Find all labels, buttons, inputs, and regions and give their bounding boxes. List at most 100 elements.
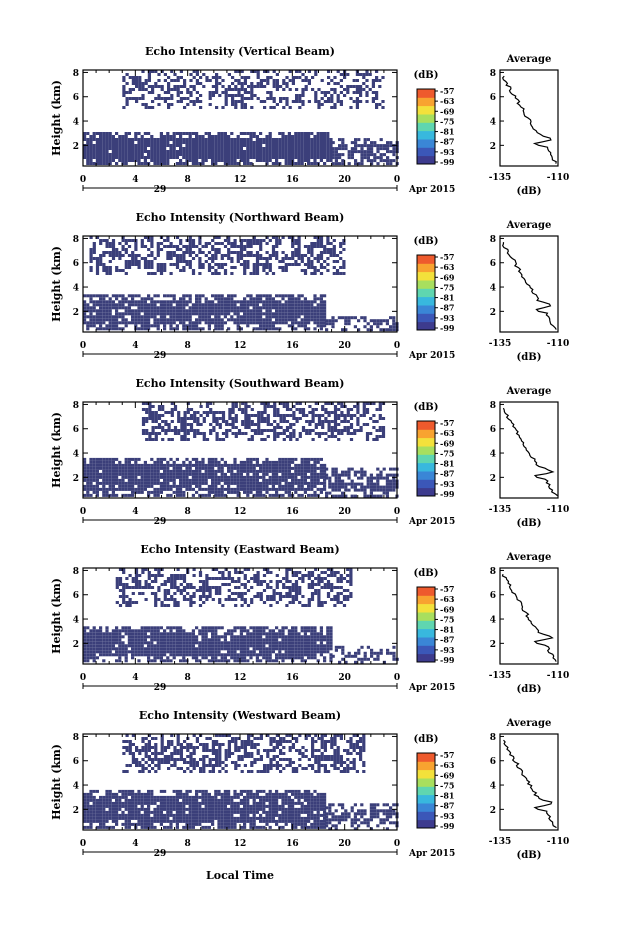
echo-cell [249, 254, 253, 257]
echo-cell [347, 488, 351, 492]
echo-cell [207, 659, 211, 663]
echo-cell [167, 438, 171, 441]
echo-cell [289, 414, 293, 417]
echo-cell [102, 457, 106, 461]
echo-cell [347, 322, 351, 326]
echo-cell [298, 100, 302, 103]
echo-cell [375, 435, 379, 438]
echo-cell [141, 402, 146, 405]
echo-cell [317, 414, 322, 417]
echo-cell [118, 659, 122, 663]
echo-cell [291, 318, 295, 322]
echo-cell [363, 473, 367, 477]
echo-cell [147, 478, 151, 482]
echo-cell [252, 635, 256, 639]
echo-cell [263, 411, 267, 414]
echo-cell [175, 156, 179, 159]
echo-cell [381, 426, 386, 429]
echo-cell [300, 324, 304, 328]
echo-cell [259, 100, 263, 103]
echo-cell [327, 414, 331, 417]
echo-cell [252, 493, 256, 497]
echo-cell [209, 402, 213, 405]
echo-cell [179, 257, 183, 260]
echo-cell [243, 297, 247, 301]
echo-cell [170, 88, 174, 91]
echo-cell [333, 420, 338, 423]
echo-cell [198, 303, 202, 307]
echo-cell [381, 435, 386, 438]
echo-cell [323, 481, 327, 485]
echo-cell [237, 94, 241, 97]
echo-cell [121, 484, 125, 488]
colorbar-tick-label: -93 [440, 147, 455, 157]
echo-cell [320, 103, 324, 106]
echo-cell [243, 153, 247, 156]
echo-cell [269, 91, 273, 94]
echo-cell [121, 144, 125, 147]
echo-cell [262, 327, 266, 331]
echo-cell [137, 463, 141, 467]
echo-cell [297, 303, 301, 307]
echo-cell [297, 254, 301, 257]
echo-cell [217, 321, 221, 325]
echo-cell [105, 303, 109, 307]
echo-cell [217, 475, 221, 479]
echo-cell [308, 429, 312, 432]
echo-cell [262, 653, 266, 657]
echo-cell [233, 300, 237, 304]
echo-cell [234, 417, 238, 420]
echo-cell [341, 479, 345, 483]
echo-cell [243, 309, 247, 313]
echo-cell [333, 82, 337, 85]
echo-cell [83, 635, 87, 639]
echo-cell [175, 472, 179, 476]
echo-cell [173, 432, 178, 435]
echo-cell [246, 315, 250, 319]
echo-cell [337, 429, 341, 432]
echo-cell [156, 656, 160, 660]
echo-cell [243, 138, 247, 141]
echo-cell [365, 423, 370, 426]
echo-cell [223, 475, 227, 479]
echo-cell [191, 327, 195, 331]
echo-cell [191, 269, 196, 272]
echo-cell [369, 473, 373, 477]
echo-cell [281, 457, 285, 461]
echo-cell [131, 457, 135, 461]
echo-cell [143, 647, 147, 651]
echo-cell [249, 153, 253, 156]
echo-cell [150, 263, 154, 266]
echo-cell [227, 466, 231, 470]
echo-cell [289, 408, 293, 411]
echo-cell [338, 153, 342, 157]
echo-cell [246, 147, 250, 150]
echo-cell [321, 414, 325, 417]
echo-cell [127, 487, 131, 491]
echo-cell [160, 85, 164, 88]
echo-cell [365, 79, 369, 82]
echo-cell [259, 132, 263, 135]
echo-cell [366, 147, 370, 151]
echo-cell [140, 138, 144, 141]
echo-cell [304, 88, 308, 91]
echo-cell [246, 478, 250, 482]
echo-cell [143, 263, 148, 266]
avg-profile-line [502, 407, 558, 497]
echo-cell [214, 647, 218, 651]
echo-cell [255, 257, 260, 260]
echo-cell [175, 457, 179, 461]
echo-cell [214, 144, 218, 147]
colorbar-band [417, 429, 435, 439]
echo-cell [214, 236, 218, 239]
echo-cell [185, 472, 189, 476]
echo-cell [370, 144, 374, 148]
echo-cell [108, 138, 112, 141]
echo-cell [255, 297, 259, 301]
echo-cell [265, 141, 269, 144]
echo-cell [316, 475, 320, 479]
echo-cell [189, 408, 194, 411]
echo-cell [201, 475, 205, 479]
echo-cell [195, 306, 199, 310]
echo-cell [316, 297, 320, 301]
